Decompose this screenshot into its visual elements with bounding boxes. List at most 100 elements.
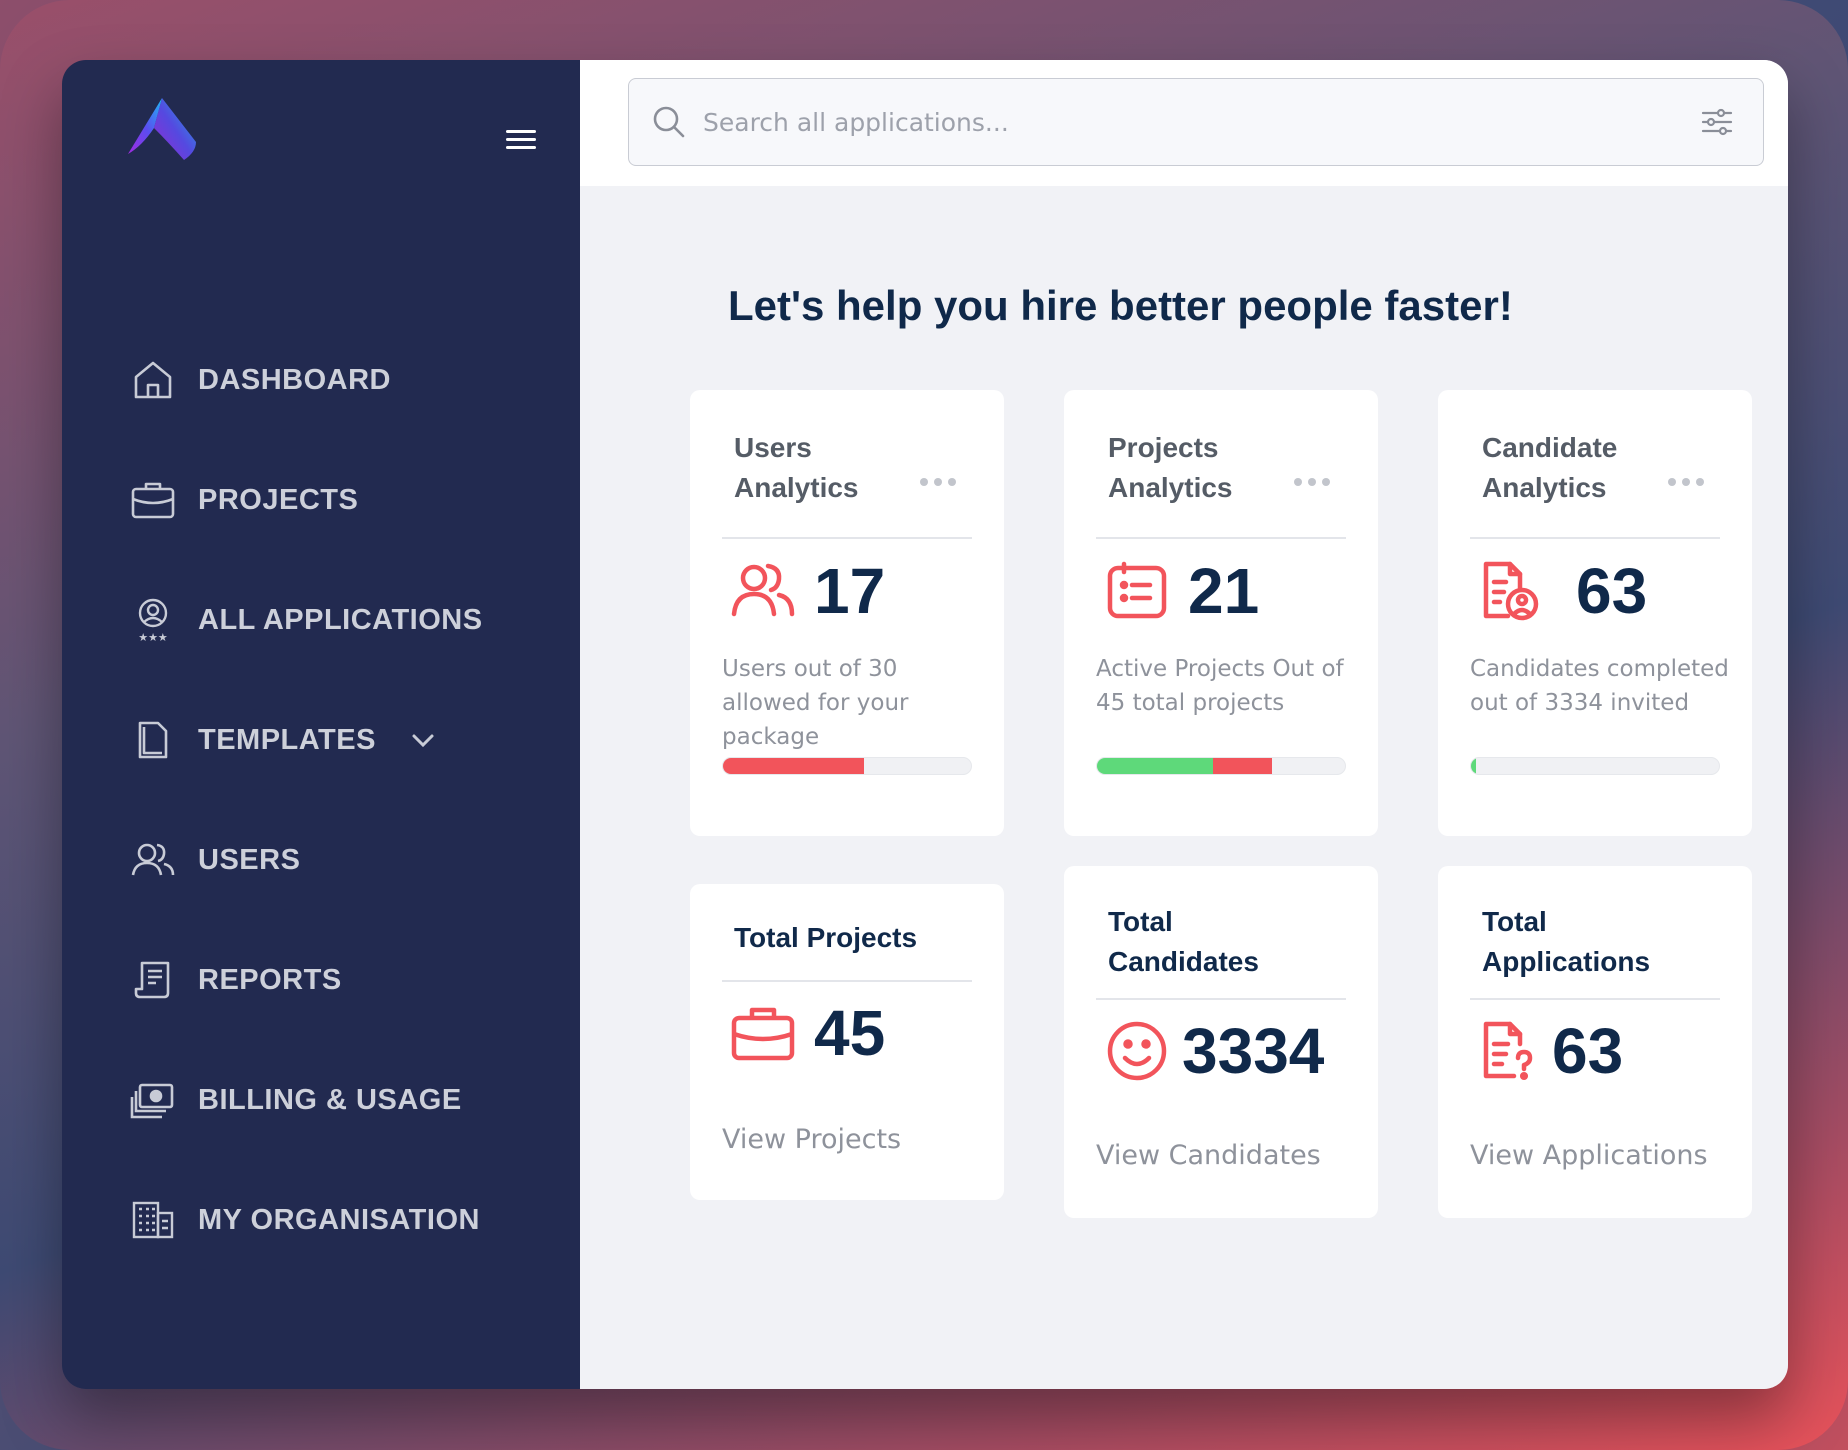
divider [1096,537,1346,539]
users-analytics-card: Users Analytics 17 Users out of 30 allow… [690,390,1004,836]
progress-fill [1097,758,1213,774]
stat-description: Users out of 30 allowed for your package [722,656,909,750]
sidebar-item-label: PROJECTS [198,483,359,516]
filter-icon[interactable] [1699,104,1735,140]
progress-fill [723,758,864,774]
sidebar-nav: DASHBOARD PROJECTS ★★★ ALL APPLICATION [128,320,568,1280]
progress-bar [722,757,972,775]
stat: 45 [730,996,885,1070]
page-headline: Let's help you hire better people faster… [728,282,1513,329]
sidebar: DASHBOARD PROJECTS ★★★ ALL APPLICATION [62,60,580,1389]
search-box[interactable] [628,78,1764,166]
total-candidates-card: Total Candidates 3334 View Candidates [1064,866,1378,1218]
sidebar-item-label: BILLING & USAGE [198,1083,462,1116]
sidebar-item-label: REPORTS [198,963,342,996]
smiley-icon [1107,1021,1167,1081]
more-options-button[interactable] [920,478,956,488]
card-title-line: Projects [1108,432,1219,463]
divider [722,537,972,539]
svg-text:★★★: ★★★ [138,631,168,643]
document-icon [128,715,178,765]
card-title-line: Candidates [1108,946,1259,977]
view-candidates-link[interactable]: View Candidates [1096,1140,1321,1171]
total-applications-card: Total Applications 63 View Applications [1438,866,1752,1218]
sidebar-item-users[interactable]: USERS [128,800,568,920]
sidebar-item-organisation[interactable]: MY ORGANISATION [128,1160,568,1280]
card-title-line: Analytics [1108,472,1233,503]
sidebar-item-all-applications[interactable]: ★★★ ALL APPLICATIONS [128,560,568,680]
progress-bar [1470,757,1720,775]
sidebar-item-label: MY ORGANISATION [198,1203,480,1236]
stat: 63 [1478,554,1647,628]
user-rating-icon: ★★★ [128,595,178,645]
stat: 63 [1478,1014,1623,1088]
stat-value: 3334 [1182,1015,1325,1087]
stat: 3334 [1104,1014,1324,1088]
candidate-doc-icon [1483,561,1539,621]
card-title: Candidate Analytics [1482,428,1617,508]
more-options-button[interactable] [1294,478,1330,488]
progress-bar [1096,757,1346,775]
main-content: Let's help you hire better people faster… [580,60,1788,1389]
card-title-line: Candidate [1482,432,1618,463]
stat: 21 [1104,554,1259,628]
card-title: Total Applications [1482,902,1650,982]
top-bar [580,60,1788,186]
stat-value: 45 [814,997,886,1069]
money-icon [128,1075,178,1125]
stat-value: 63 [1552,1015,1624,1087]
application-doc-icon [1483,1021,1533,1081]
progress-fill [1471,758,1476,774]
sidebar-item-reports[interactable]: REPORTS [128,920,568,1040]
divider [1470,998,1720,1000]
list-doc-icon [1107,561,1167,619]
card-title: Users Analytics [734,428,859,508]
stat: 17 [730,554,885,628]
card-title: Total Candidates [1108,902,1259,982]
stat-value: 21 [1188,555,1260,627]
card-title-line: Total Projects [734,922,918,953]
stat-description: Active Projects Out of 45 total projects [1096,656,1344,716]
total-projects-card: Total Projects 45 View Projects [690,884,1004,1200]
candidate-analytics-card: Candidate Analytics 63 Candidates comple… [1438,390,1752,836]
view-applications-link[interactable]: View Applications [1470,1140,1708,1171]
projects-analytics-card: Projects Analytics 21 Active Projects Ou… [1064,390,1378,836]
divider [722,980,972,982]
search-input[interactable] [703,107,1699,137]
sidebar-item-label: DASHBOARD [198,363,391,396]
briefcase-icon [731,1007,795,1061]
app-window: DASHBOARD PROJECTS ★★★ ALL APPLICATION [62,60,1788,1389]
progress-fill [1212,758,1273,774]
divider [1470,537,1720,539]
stat-description: Candidates completed out of 3334 invited [1470,656,1729,716]
stat-value: 63 [1576,555,1648,627]
logo [128,98,196,160]
home-icon [128,355,178,405]
sidebar-item-label: USERS [198,843,301,876]
card-title-line: Analytics [734,472,859,503]
menu-toggle-button[interactable] [506,130,536,150]
building-icon [128,1195,178,1245]
briefcase-icon [128,475,178,525]
report-icon [128,955,178,1005]
users-icon [128,835,178,885]
sidebar-item-billing[interactable]: BILLING & USAGE [128,1040,568,1160]
card-title-line: Users [734,432,812,463]
card-title-line: Total [1108,906,1173,937]
more-options-button[interactable] [1668,478,1704,488]
search-icon [653,106,685,138]
sidebar-item-templates[interactable]: TEMPLATES [128,680,568,800]
card-title: Projects Analytics [1108,428,1233,508]
sidebar-item-label: ALL APPLICATIONS [198,603,483,636]
divider [1096,998,1346,1000]
card-title: Total Projects [734,918,917,958]
view-projects-link[interactable]: View Projects [722,1124,902,1155]
card-title-line: Applications [1482,946,1651,977]
sidebar-item-dashboard[interactable]: DASHBOARD [128,320,568,440]
sidebar-item-projects[interactable]: PROJECTS [128,440,568,560]
card-title-line: Analytics [1482,472,1607,503]
stat-value: 17 [814,555,886,627]
sidebar-item-label: TEMPLATES [198,723,376,756]
card-title-line: Total [1482,906,1547,937]
chevron-down-icon[interactable] [410,727,436,753]
